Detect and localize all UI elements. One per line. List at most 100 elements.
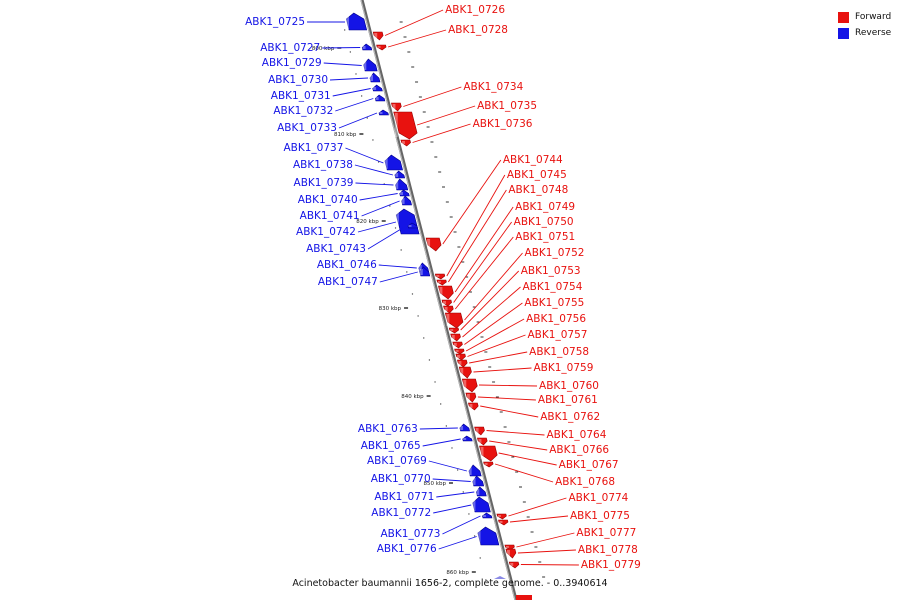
gene-label-abk1_0726[interactable]: ABK1_0726: [445, 4, 505, 16]
gene-arrow-abk1_0730[interactable]: [369, 72, 381, 83]
gene-label-abk1_0734[interactable]: ABK1_0734: [463, 81, 523, 93]
gene-arrow-abk1_0750[interactable]: [441, 299, 452, 307]
gene-label-abk1_0769[interactable]: ABK1_0769: [367, 455, 427, 467]
gene-label-abk1_0750[interactable]: ABK1_0750: [514, 216, 574, 228]
gene-arrow-abk1_0764[interactable]: [474, 426, 485, 436]
gene-arrow-abk1_0766[interactable]: [477, 437, 488, 446]
gene-arrow-abk1_0735[interactable]: [393, 111, 418, 140]
gene-label-abk1_0748[interactable]: ABK1_0748: [508, 184, 568, 196]
gene-label-abk1_0766[interactable]: ABK1_0766: [549, 444, 609, 456]
gene-label-abk1_0759[interactable]: ABK1_0759: [533, 362, 593, 374]
gene-label-abk1_0765[interactable]: ABK1_0765: [361, 440, 421, 452]
gene-arrow-abk1_0770[interactable]: [472, 475, 485, 487]
gene-label-abk1_0736[interactable]: ABK1_0736: [473, 118, 533, 130]
gene-arrow-abk1_0758[interactable]: [457, 359, 468, 368]
gene-label-abk1_0773[interactable]: ABK1_0773: [381, 528, 441, 540]
gene-arrow-abk1_0768[interactable]: [483, 461, 494, 468]
gene-arrow-abk1_0728[interactable]: [376, 44, 387, 51]
gene-arrow-abk1_0759[interactable]: [458, 366, 472, 379]
gene-arrow-abk1_0753[interactable]: [448, 327, 460, 334]
gene-label-abk1_0735[interactable]: ABK1_0735: [477, 100, 537, 112]
gene-label-abk1_0763[interactable]: ABK1_0763: [358, 423, 418, 435]
gene-label-abk1_0762[interactable]: ABK1_0762: [540, 411, 600, 423]
gene-label-abk1_0757[interactable]: ABK1_0757: [528, 329, 588, 341]
gene-label-abk1_0770[interactable]: ABK1_0770: [371, 473, 431, 485]
gene-label-abk1_0740[interactable]: ABK1_0740: [298, 194, 358, 206]
gene-arrow-abk1_0729[interactable]: [363, 58, 378, 72]
gene-label-abk1_0741[interactable]: ABK1_0741: [300, 210, 360, 222]
gene-label-abk1_0730[interactable]: ABK1_0730: [268, 74, 328, 86]
gene-arrow-abk1_0761[interactable]: [465, 392, 477, 403]
gene-label-abk1_0727[interactable]: ABK1_0727: [260, 42, 320, 54]
gene-arrow-abk1_0748[interactable]: [436, 279, 447, 286]
gene-label-abk1_0768[interactable]: ABK1_0768: [555, 476, 615, 488]
gene-label-abk1_0743[interactable]: ABK1_0743: [306, 243, 366, 255]
gene-label-abk1_0739[interactable]: ABK1_0739: [294, 177, 354, 189]
gene-arrow-abk1_0760[interactable]: [461, 378, 478, 393]
gene-arrow-abk1_0763[interactable]: [459, 423, 470, 432]
gene-arrow-abk1_0778[interactable]: [505, 548, 517, 559]
gene-label-abk1_0761[interactable]: ABK1_0761: [538, 394, 598, 406]
gene-arrow-abk1_0772[interactable]: [472, 496, 491, 513]
gene-label-abk1_0764[interactable]: ABK1_0764: [546, 429, 606, 441]
gene-label-abk1_0746[interactable]: ABK1_0746: [317, 259, 377, 271]
gene-label-abk1_0777[interactable]: ABK1_0777: [576, 527, 636, 539]
gene-arrow-abk1_0755[interactable]: [452, 341, 463, 349]
gene-arrow-abk1_0739[interactable]: [395, 178, 409, 191]
gene-arrow-abk1_0745[interactable]: [434, 273, 446, 280]
gene-arrow-abk1_0779[interactable]: [508, 561, 520, 569]
gene-label-abk1_0752[interactable]: ABK1_0752: [525, 247, 585, 259]
gene-arrow-abk1_0737[interactable]: [384, 154, 403, 171]
gene-arrow-abk1_0736[interactable]: [400, 139, 411, 147]
gene-arrow-abk1_0743[interactable]: [407, 222, 418, 229]
gene-arrow-abk1_0756[interactable]: [454, 348, 465, 355]
gene-arrow-abk1_0774[interactable]: [496, 513, 507, 520]
gene-label-abk1_0755[interactable]: ABK1_0755: [524, 297, 584, 309]
gene-arrow-abk1_0726[interactable]: [372, 31, 384, 41]
gene-arrow-abk1_0741[interactable]: [401, 195, 412, 206]
gene-arrow-abk1_0734[interactable]: [391, 102, 402, 112]
gene-label-abk1_0737[interactable]: ABK1_0737: [283, 142, 343, 154]
gene-arrow-abk1_0732[interactable]: [374, 94, 386, 102]
gene-label-abk1_0776[interactable]: ABK1_0776: [377, 543, 437, 555]
gene-arrow-abk1_0765[interactable]: [462, 435, 473, 442]
gene-label-abk1_0775[interactable]: ABK1_0775: [570, 510, 630, 522]
gene-arrow-abk1_0767[interactable]: [479, 445, 498, 462]
gene-label-abk1_0738[interactable]: ABK1_0738: [293, 159, 353, 171]
gene-label-abk1_0742[interactable]: ABK1_0742: [296, 226, 356, 238]
gene-label-abk1_0774[interactable]: ABK1_0774: [568, 492, 628, 504]
gene-label-abk1_0772[interactable]: ABK1_0772: [371, 507, 431, 519]
gene-arrow-abk1_0757[interactable]: [455, 353, 466, 361]
gene-label-abk1_0779[interactable]: ABK1_0779: [581, 559, 641, 571]
gene-arrow-abk1_0738[interactable]: [394, 170, 406, 179]
gene-label-abk1_0751[interactable]: ABK1_0751: [515, 231, 575, 243]
gene-arrow-abk1_0751[interactable]: [443, 305, 454, 314]
gene-arrow-abk1_0725[interactable]: [345, 12, 368, 31]
gene-arrow-abk1_0776[interactable]: [477, 526, 500, 546]
gene-label-abk1_0778[interactable]: ABK1_0778: [578, 544, 638, 556]
gene-arrow-abk1_0749[interactable]: [438, 285, 454, 300]
gene-arrow-abk1_0762[interactable]: [468, 402, 479, 411]
gene-arrow-abk1_0769[interactable]: [468, 464, 482, 477]
gene-label-abk1_0747[interactable]: ABK1_0747: [318, 276, 378, 288]
gene-label-abk1_0749[interactable]: ABK1_0749: [515, 201, 575, 213]
gene-arrow-abk1_0731[interactable]: [372, 84, 383, 92]
gene-label-abk1_0725[interactable]: ABK1_0725: [245, 16, 305, 28]
gene-arrow-abk1_0752[interactable]: [444, 312, 464, 329]
gene-label-abk1_0753[interactable]: ABK1_0753: [521, 265, 581, 277]
gene-arrow-abk1_0771[interactable]: [475, 486, 487, 497]
gene-label-abk1_0760[interactable]: ABK1_0760: [539, 380, 599, 392]
gene-label-abk1_0758[interactable]: ABK1_0758: [529, 346, 589, 358]
gene-arrow-abk1_0727[interactable]: [361, 43, 373, 51]
gene-label-abk1_0754[interactable]: ABK1_0754: [522, 281, 582, 293]
gene-arrow-abk1_0773[interactable]: [482, 512, 493, 519]
gene-arrow-abk1_0775[interactable]: [498, 519, 509, 526]
gene-label-abk1_0728[interactable]: ABK1_0728: [448, 24, 508, 36]
gene-label-abk1_0733[interactable]: ABK1_0733: [277, 122, 337, 134]
gene-label-abk1_0745[interactable]: ABK1_0745: [507, 169, 567, 181]
gene-label-abk1_0729[interactable]: ABK1_0729: [262, 57, 322, 69]
gene-label-abk1_0756[interactable]: ABK1_0756: [526, 313, 586, 325]
gene-label-abk1_0731[interactable]: ABK1_0731: [271, 90, 331, 102]
gene-label-abk1_0767[interactable]: ABK1_0767: [559, 459, 619, 471]
gene-arrow-abk1_0733[interactable]: [378, 109, 389, 116]
